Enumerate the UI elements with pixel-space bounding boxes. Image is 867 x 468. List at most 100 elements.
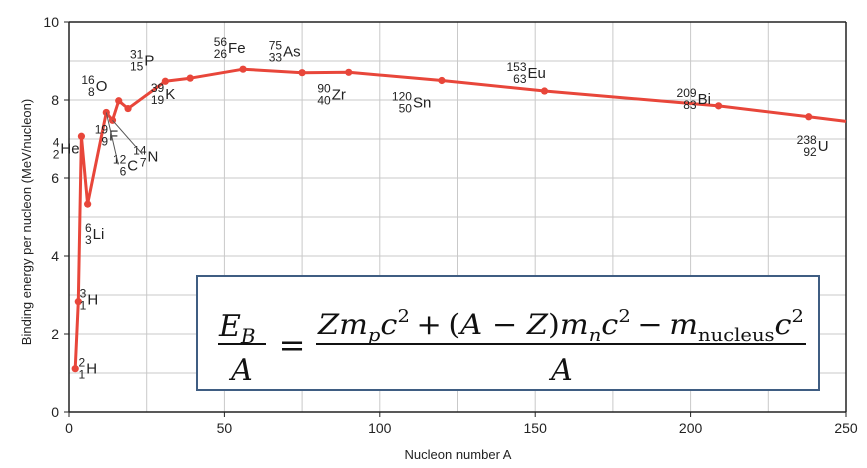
nuclide-label-h-3: 31 H	[80, 287, 99, 313]
mass-number: 3	[80, 287, 87, 301]
atomic-number: 6	[120, 164, 127, 178]
nitrogen-leader-line	[112, 119, 143, 155]
nuclide-label-f-19: 199 F	[95, 123, 119, 149]
formula-rhs-numerator: Zm pc2 + (A − Z)m nc2− m nucleus c2	[317, 306, 804, 346]
atomic-number: 8	[88, 85, 95, 99]
data-point	[186, 74, 194, 82]
mass-number: 14	[133, 143, 147, 157]
data-point	[345, 68, 353, 76]
y-tick-label: 8	[51, 92, 59, 108]
mass-number: 209	[677, 86, 697, 100]
x-tick-label: 250	[834, 420, 858, 436]
x-axis-label: Nucleon number A	[405, 447, 512, 462]
formula-lhs-numerator: EB	[218, 309, 256, 348]
mass-number: 39	[151, 81, 165, 95]
formula-equals: =	[279, 326, 306, 364]
data-point	[805, 113, 813, 121]
atomic-number: 83	[683, 98, 697, 112]
formula-rhs-denominator: A	[548, 353, 573, 388]
data-point	[71, 365, 79, 373]
atomic-number: 92	[803, 145, 817, 159]
data-point	[74, 298, 82, 306]
data-point	[714, 102, 723, 110]
mass-number: 31	[130, 47, 144, 61]
element-symbol: Zr	[332, 86, 346, 103]
element-symbol: U	[818, 138, 829, 155]
element-symbol: He	[60, 140, 79, 157]
atomic-number: 19	[151, 93, 165, 107]
x-tick-label: 0	[65, 420, 73, 436]
mass-number: 2	[79, 356, 86, 370]
element-symbol: Fe	[228, 40, 246, 57]
atomic-number: 9	[101, 135, 108, 149]
y-tick-label: 4	[51, 248, 59, 264]
element-symbol: P	[144, 52, 154, 69]
mass-number: 90	[317, 81, 331, 95]
y-tick-label: 10	[43, 14, 59, 30]
carbon-leader-line	[105, 112, 119, 165]
nuclide-label-li-6: 63 Li	[85, 221, 104, 247]
mass-number: 153	[506, 60, 526, 74]
element-symbol: H	[87, 292, 98, 309]
data-point	[540, 87, 549, 95]
nuclide-label-o-16: 168 O	[81, 73, 107, 99]
mass-number: 120	[392, 90, 412, 104]
atomic-number: 26	[214, 47, 228, 61]
data-point	[84, 200, 92, 208]
data-point	[239, 65, 247, 73]
element-symbol: N	[148, 148, 159, 165]
element-symbol: Eu	[528, 65, 546, 82]
x-tick-label: 50	[217, 420, 233, 436]
formula-box: EB A = Zm pc2 + (A − Z)m nc2− m nucleus c2 A	[196, 275, 820, 391]
mass-number: 6	[85, 221, 92, 235]
element-symbol: K	[165, 86, 175, 103]
axes	[64, 21, 847, 417]
mass-number: 19	[95, 123, 109, 137]
element-symbol: Bi	[698, 91, 711, 108]
mass-number: 75	[269, 39, 283, 53]
x-tick-label: 200	[679, 420, 703, 436]
atomic-number: 63	[513, 72, 527, 86]
formula-box-frame	[196, 275, 820, 391]
y-tick-label: 6	[51, 170, 59, 186]
data-point	[77, 132, 86, 140]
mass-number: 56	[214, 35, 228, 49]
data-point	[161, 77, 169, 85]
mass-number: 238	[797, 133, 817, 147]
binding-energy-curve	[73, 67, 847, 369]
formula-lhs-denominator: A	[228, 353, 253, 388]
nuclide-label-n-14: 147 N	[133, 143, 158, 169]
element-symbol: Li	[93, 226, 105, 243]
atomic-number: 1	[80, 299, 87, 313]
y-tick-label: 0	[51, 404, 59, 420]
data-point	[115, 97, 123, 105]
atomic-number: 15	[130, 59, 144, 73]
atomic-number: 1	[79, 368, 86, 382]
data-point	[124, 104, 132, 113]
x-tick-label: 100	[368, 420, 392, 436]
data-point	[298, 69, 306, 77]
atomic-number: 50	[399, 102, 413, 116]
data-point	[438, 76, 446, 85]
element-symbol: Sn	[413, 95, 431, 112]
x-tick-label: 150	[524, 420, 548, 436]
element-symbol: As	[283, 44, 301, 61]
element-symbol: O	[96, 78, 108, 95]
y-axis-label: Binding energy per nucleon (MeV/nucleon)	[19, 99, 34, 345]
mass-number: 16	[81, 73, 95, 87]
mass-number: 4	[53, 135, 60, 149]
nuclide-label-h-2: 21 H	[79, 356, 98, 382]
atomic-number: 2	[53, 147, 60, 161]
